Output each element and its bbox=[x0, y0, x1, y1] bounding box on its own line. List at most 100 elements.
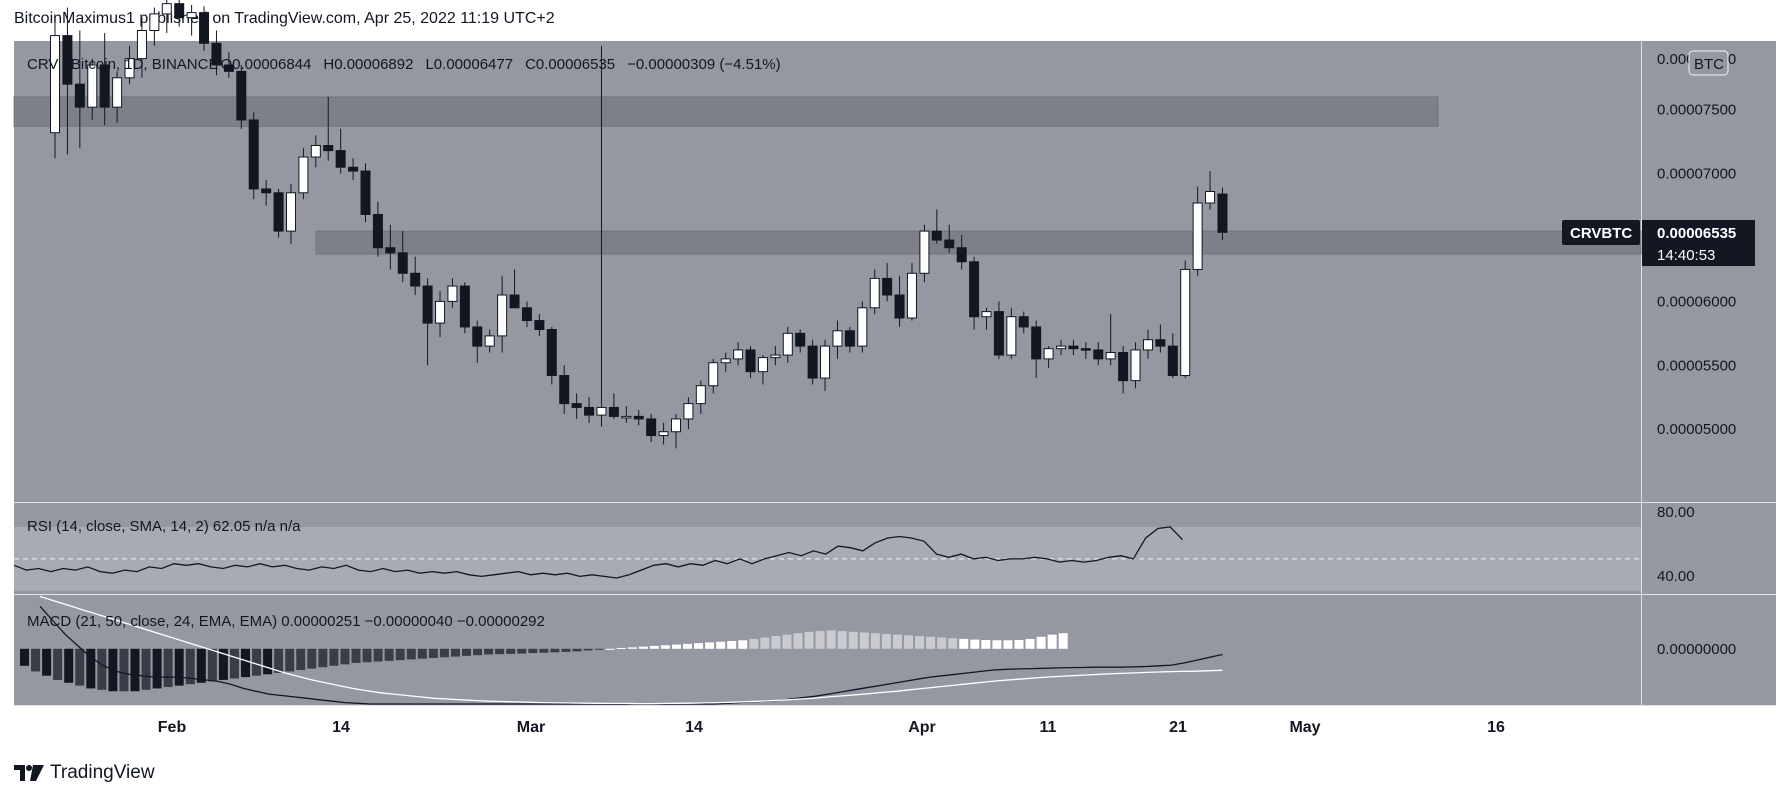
macd-histogram-bar bbox=[1014, 640, 1024, 649]
candle-up bbox=[149, 13, 160, 31]
macd-histogram-bar bbox=[605, 648, 615, 650]
candle-down bbox=[360, 170, 371, 215]
candle-up bbox=[112, 77, 123, 108]
candle-up bbox=[733, 349, 744, 360]
candle-down bbox=[584, 406, 595, 416]
candle-down bbox=[1155, 339, 1166, 347]
macd-histogram-bar bbox=[1025, 638, 1035, 649]
macd-histogram-bar bbox=[318, 648, 328, 668]
time-axis-label: Apr bbox=[908, 719, 936, 736]
candle-down bbox=[323, 145, 334, 152]
candle-down bbox=[509, 294, 520, 309]
macd-histogram-bar bbox=[616, 647, 626, 649]
candle-up bbox=[161, 3, 172, 15]
candle-down bbox=[248, 119, 259, 190]
candle-up bbox=[310, 145, 321, 158]
macd-histogram-bar bbox=[406, 648, 416, 660]
macd-histogram-bar bbox=[539, 648, 549, 653]
candle-up bbox=[1192, 202, 1203, 270]
macd-histogram-bar bbox=[450, 648, 460, 657]
macd-histogram-bar bbox=[881, 633, 891, 649]
candle-down bbox=[261, 188, 272, 194]
macd-histogram-bar bbox=[848, 631, 858, 649]
candle-down bbox=[236, 70, 247, 121]
signal-line bbox=[39, 595, 1223, 705]
macd-histogram-bar bbox=[804, 631, 814, 649]
macd-histogram-bar bbox=[904, 635, 913, 649]
tradingview-footer[interactable]: TradingView bbox=[14, 762, 155, 784]
macd-histogram-bar bbox=[694, 643, 704, 649]
price-tick-label: 0.00005000 bbox=[1657, 421, 1736, 438]
candle-down bbox=[273, 192, 284, 232]
candle-down bbox=[472, 326, 483, 347]
candle-up bbox=[658, 431, 669, 437]
candle-down bbox=[211, 42, 222, 66]
candle-down bbox=[546, 329, 557, 376]
candle-down bbox=[807, 345, 818, 379]
candle-down bbox=[745, 349, 756, 373]
last-price-value: 0.00006535 bbox=[1657, 225, 1736, 242]
macd-histogram-bar bbox=[915, 636, 925, 649]
candle-up bbox=[1006, 316, 1017, 356]
candle-down bbox=[1018, 316, 1029, 328]
rsi-line bbox=[13, 526, 1183, 579]
time-axis-label: May bbox=[1289, 719, 1320, 736]
rsi-tick-label: 40.00 bbox=[1657, 568, 1695, 585]
candle-down bbox=[844, 330, 855, 347]
candle-down bbox=[944, 239, 955, 249]
time-axis-label: Mar bbox=[517, 719, 545, 736]
macd-histogram-bar bbox=[274, 648, 284, 673]
time-axis-label: 11 bbox=[1040, 719, 1057, 736]
candle-up bbox=[1142, 339, 1153, 351]
candle-up bbox=[497, 294, 508, 337]
candle-up bbox=[1105, 352, 1116, 360]
macd-histogram-bar bbox=[207, 648, 217, 682]
candle-down bbox=[1068, 345, 1079, 350]
macd-histogram-bar bbox=[329, 648, 339, 666]
macd-histogram-bar bbox=[705, 642, 715, 649]
price-tick-label: 0.00007500 bbox=[1657, 102, 1736, 119]
macd-histogram-bar bbox=[550, 648, 560, 653]
macd-histogram-bar bbox=[1047, 634, 1057, 649]
candle-up bbox=[124, 58, 135, 79]
price-tick-label: 0.00005500 bbox=[1657, 357, 1736, 374]
macd-histogram-bar bbox=[638, 646, 648, 649]
macd-histogram-bar bbox=[495, 648, 505, 655]
macd-histogram-bar bbox=[1058, 633, 1068, 649]
candle-down bbox=[410, 272, 421, 287]
macd-histogram-bar bbox=[771, 636, 781, 649]
macd-histogram-bar bbox=[959, 638, 969, 649]
macd-histogram-bar bbox=[163, 648, 173, 688]
macd-histogram-bar bbox=[252, 648, 262, 676]
macd-histogram-bar bbox=[229, 648, 239, 679]
macd-histogram-bar bbox=[484, 648, 494, 655]
candle-down bbox=[174, 3, 185, 19]
rsi-tick-label: 80.00 bbox=[1657, 504, 1695, 521]
time-axis-label: 21 bbox=[1169, 719, 1187, 736]
macd-histogram-bar bbox=[42, 648, 52, 676]
macd-legend: MACD (21, 50, close, 24, EMA, EMA) 0.000… bbox=[27, 613, 545, 630]
macd-histogram-bar bbox=[561, 648, 571, 652]
macd-histogram-bar bbox=[870, 633, 880, 649]
candle-up bbox=[857, 307, 868, 347]
candle-up bbox=[447, 285, 458, 302]
rsi-legend: RSI (14, close, SMA, 14, 2) 62.05 n/a n/… bbox=[27, 518, 301, 535]
candle-up bbox=[832, 330, 843, 347]
support-zone bbox=[315, 230, 1642, 255]
macd-histogram-bar bbox=[948, 638, 958, 649]
candle-up bbox=[87, 64, 98, 108]
symbol-tag bbox=[1562, 220, 1640, 246]
candle-down bbox=[646, 418, 657, 437]
macd-histogram-bar bbox=[793, 633, 803, 649]
time-axis-label: 14 bbox=[685, 719, 703, 736]
macd-histogram-bar bbox=[31, 648, 41, 672]
time-axis-label: Feb bbox=[158, 719, 187, 736]
candle-down bbox=[993, 311, 1004, 356]
macd-histogram-bar bbox=[660, 645, 670, 649]
macd-histogram-bar bbox=[981, 640, 991, 649]
macd-histogram-bar bbox=[307, 648, 317, 669]
macd-histogram-bar bbox=[649, 645, 659, 649]
tradingview-brand: TradingView bbox=[50, 762, 155, 783]
macd-histogram-bar bbox=[428, 648, 438, 658]
